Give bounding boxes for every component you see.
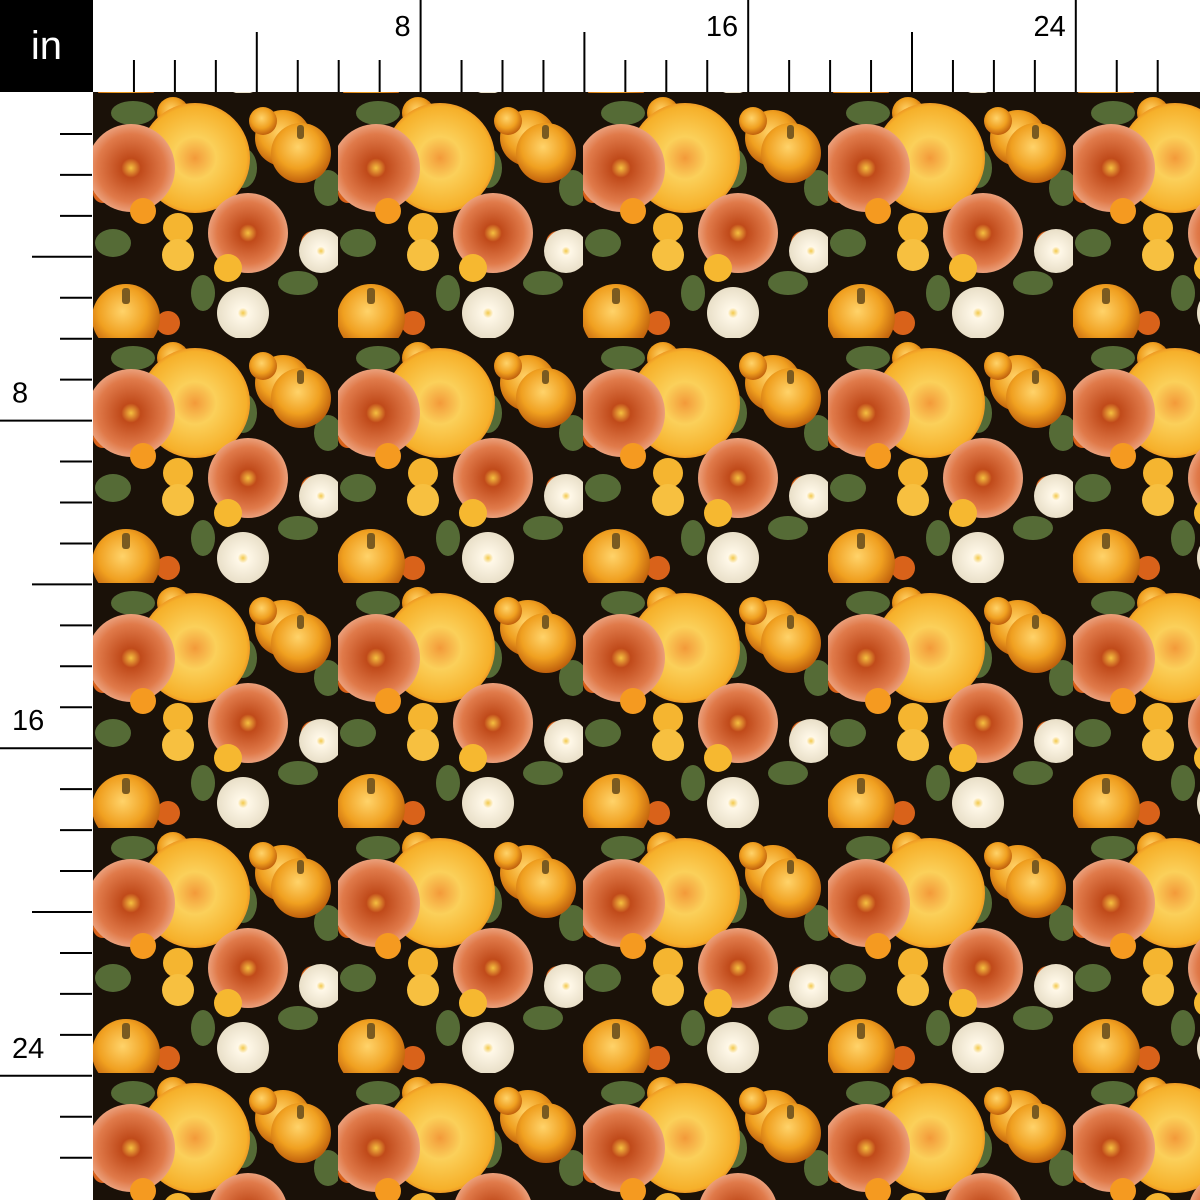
unit-label: in bbox=[0, 0, 93, 92]
left-ruler-label: 16 bbox=[12, 705, 44, 737]
top-ruler-label: 16 bbox=[706, 11, 738, 43]
left-ruler-label: 24 bbox=[12, 1033, 44, 1065]
left-ruler-label: 8 bbox=[12, 378, 28, 410]
top-ruler-label: 24 bbox=[1034, 11, 1066, 43]
top-ruler-label: 8 bbox=[394, 11, 410, 43]
fabric-swatch bbox=[93, 92, 1200, 1200]
